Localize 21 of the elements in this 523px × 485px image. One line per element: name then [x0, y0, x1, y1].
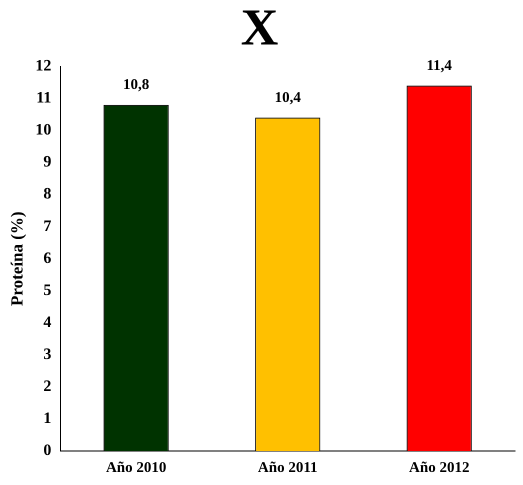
y-tick-label: 8 [43, 186, 52, 203]
y-tick-label: 12 [35, 58, 52, 75]
x-tick-label: Año 2011 [258, 460, 318, 476]
x-tick-label: Año 2012 [409, 460, 470, 476]
data-label: 10,8 [123, 77, 150, 94]
y-tick-label: 2 [43, 378, 52, 396]
y-tick-label: 4 [43, 314, 52, 331]
y-tick-label: 11 [36, 90, 52, 107]
y-tick-label: 1 [43, 410, 52, 428]
y-tick-label: 0 [43, 442, 52, 460]
x-tick-label: Año 2010 [106, 460, 166, 476]
data-label: 10,4 [274, 90, 302, 106]
y-axis-title: Proteína (%) [8, 211, 27, 306]
y-tick-label: 3 [43, 346, 52, 363]
y-tick-label: 10 [35, 122, 52, 139]
y-tick-label: 6 [43, 250, 52, 267]
y-tick-label: 9 [43, 154, 52, 171]
y-tick-label: 7 [43, 218, 52, 235]
y-tick-label: 5 [43, 282, 52, 299]
chart-title: X [240, 0, 278, 57]
data-label: 11,4 [426, 58, 452, 74]
